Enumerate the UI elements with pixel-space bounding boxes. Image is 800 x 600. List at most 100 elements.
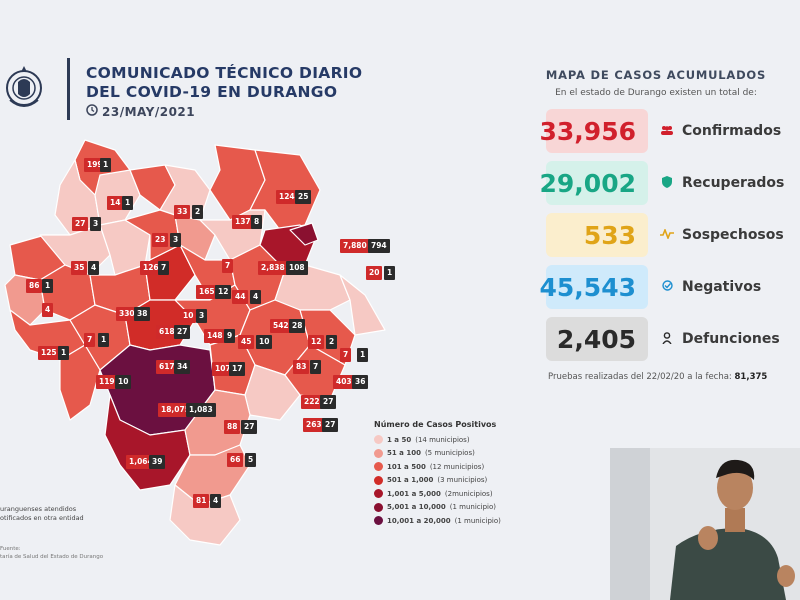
municipality-cases-badge: 119: [96, 375, 118, 389]
legend-count: (1 municipio): [449, 503, 497, 512]
municipality-deaths-badge: 8: [251, 215, 263, 229]
municipality-cases-badge: 263: [303, 418, 325, 432]
municipality-cases-badge: 14: [107, 196, 124, 210]
legend-range: 10,001 a 20,000: [387, 516, 451, 525]
people-icon: [658, 125, 676, 138]
municipality-cases-badge: 33: [174, 205, 191, 219]
municipality-deaths-badge: 1: [384, 266, 396, 280]
legend-count: (5 municipios): [424, 449, 475, 458]
municipality-deaths-badge: 7: [158, 261, 170, 275]
page-title-line1: COMUNICADO TÉCNICO DIARIO: [86, 64, 363, 82]
legend-swatch: [374, 448, 383, 458]
municipality-cases-badge: 222: [301, 395, 323, 409]
pulse-icon: [658, 227, 676, 242]
municipality-deaths-badge: 34: [174, 360, 191, 374]
municipality-cases-badge: 617: [156, 360, 178, 374]
accumulated-cases-panel: MAPA DE CASOS ACUMULADOS En el estado de…: [540, 68, 790, 382]
legend-item: 1 a 50 (14 municipios): [374, 433, 544, 447]
source-note: Fuente: taría de Salud del Estado de Dur…: [0, 545, 103, 561]
municipality-region: [339, 274, 386, 336]
municipality-deaths-badge: 39: [149, 455, 166, 469]
legend-count: (3 municipios): [437, 476, 488, 485]
municipality-deaths-badge: 27: [320, 395, 337, 409]
legend-swatch: [374, 462, 383, 472]
municipality-cases-badge: 86: [26, 279, 43, 293]
municipality-cases-badge: 7: [84, 333, 96, 347]
municipality-deaths-badge: 5: [245, 453, 257, 467]
stat-label: Recuperados: [682, 175, 785, 191]
footnote-line: otificados en otra entidad: [0, 514, 84, 522]
header-divider: [67, 58, 70, 120]
person-icon: [658, 331, 676, 347]
municipality-deaths-badge: 1: [98, 333, 110, 347]
municipality-deaths-badge: 1: [100, 158, 112, 172]
legend-range: 501 a 1,000: [387, 476, 434, 485]
municipality-deaths-badge: 4: [88, 261, 100, 275]
legend-item: 1,001 a 5,000 (2municipios): [374, 487, 544, 501]
report-header: COMUNICADO TÉCNICO DIARIO DEL COVID-19 E…: [0, 50, 420, 130]
tests-label: Pruebas realizadas del 22/02/20 a la fec…: [548, 372, 732, 382]
panel-subtitle: En el estado de Durango existen un total…: [555, 88, 757, 98]
municipality-cases-badge: 10: [180, 309, 197, 323]
legend-count: (1 municipio): [454, 516, 501, 525]
municipality-cases-badge: 66: [227, 453, 244, 467]
municipality-cases-badge: 23: [152, 233, 169, 247]
municipality-cases-badge: 542: [270, 319, 292, 333]
municipality-deaths-badge: 1: [42, 279, 54, 293]
municipality-cases-badge: 1,064: [126, 455, 156, 469]
municipality-cases-badge: 2,838: [258, 261, 288, 275]
stat-row-negativos: 45,543 Negativos: [540, 264, 796, 310]
municipality-cases-badge: 88: [224, 420, 241, 434]
legend-range: 1 a 50: [387, 435, 412, 444]
sign-language-interpreter-video: [610, 448, 800, 600]
municipality-deaths-badge: 17: [229, 362, 246, 376]
report-date: 23/MAY/2021: [86, 104, 195, 119]
municipality-cases-badge: 125: [38, 346, 60, 360]
stat-label: Defunciones: [682, 331, 780, 347]
municipality-deaths-badge: 3: [170, 233, 182, 247]
municipality-deaths-badge: 3: [196, 309, 208, 323]
municipality-deaths-badge: 9: [224, 329, 236, 343]
map-footnote: uranguenses atendidos otificados en otra…: [0, 505, 110, 523]
interpreter-figure: [610, 448, 800, 600]
legend-title: Número de Casos Positivos: [374, 420, 497, 429]
municipality-deaths-badge: 1,083: [186, 403, 216, 417]
legend-count: (12 municipios): [429, 462, 485, 471]
durango-map: 199 1 14 1 33 2 124 25 27 3 137 8 23 3 7…: [0, 135, 396, 555]
stat-value: 533: [546, 213, 648, 257]
municipality-deaths-badge: 36: [352, 375, 369, 389]
municipality-deaths-badge: 1: [122, 196, 134, 210]
municipality-cases-badge: 148: [204, 329, 226, 343]
legend-item: 101 a 500 (12 municipios): [374, 460, 544, 474]
municipality-deaths-badge: 10: [115, 375, 132, 389]
durango-seal-logo: [4, 60, 44, 115]
municipality-cases-badge: 7: [222, 259, 234, 273]
municipality-deaths-badge: 1: [357, 348, 369, 362]
tests-summary: Pruebas realizadas del 22/02/20 a la fec…: [548, 372, 767, 382]
municipality-deaths-badge: 4: [210, 494, 222, 508]
legend-swatch: [374, 502, 383, 512]
stat-value: 33,956: [540, 109, 648, 153]
municipality-deaths-badge: 25: [295, 190, 312, 204]
legend-range: 5,001 a 10,000: [387, 503, 446, 512]
municipality-deaths-badge: 28: [289, 319, 306, 333]
page-title-line2: DEL COVID-19 EN DURANGO: [86, 83, 338, 101]
check-circle-icon: [658, 280, 676, 294]
municipality-cases-badge: 330: [116, 307, 138, 321]
tests-value: 81,375: [734, 372, 768, 382]
municipality-cases-badge: 35: [71, 261, 88, 275]
municipality-deaths-badge: 3: [90, 217, 102, 231]
source-line: taría de Salud del Estado de Durango: [0, 554, 104, 560]
stat-label: Negativos: [682, 279, 762, 295]
municipality-deaths-badge: 2: [192, 205, 204, 219]
municipality-cases-badge: 137: [232, 215, 254, 229]
stat-row-confirmados: 33,956 Confirmados: [540, 108, 796, 154]
municipality-cases-badge: 12: [308, 335, 325, 349]
stat-value: 45,543: [540, 265, 648, 309]
municipality-cases-badge: 403: [333, 375, 355, 389]
municipality-cases-badge: 107: [212, 362, 234, 376]
municipality-deaths-badge: 1: [58, 346, 70, 360]
source-line: Fuente:: [0, 546, 21, 552]
legend-count: (2municipios): [444, 489, 493, 498]
municipality-cases-badge: 7: [340, 348, 352, 362]
